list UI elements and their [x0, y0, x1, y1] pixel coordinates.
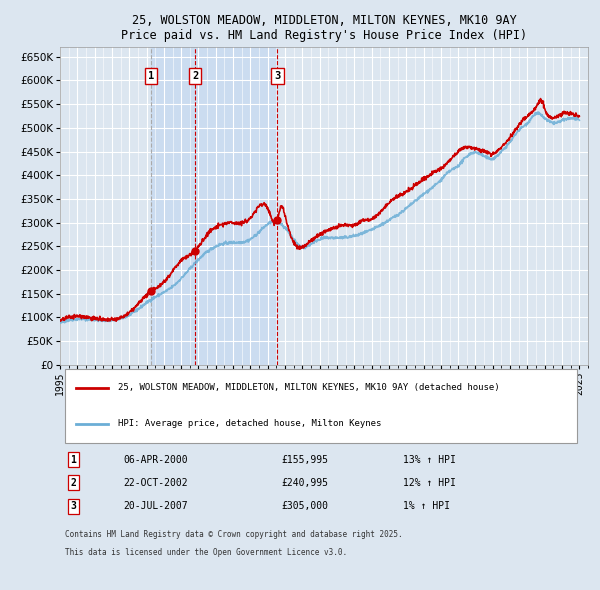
Text: 06-APR-2000: 06-APR-2000 [124, 455, 188, 465]
Text: 2: 2 [192, 71, 199, 81]
Text: Contains HM Land Registry data © Crown copyright and database right 2025.: Contains HM Land Registry data © Crown c… [65, 530, 403, 539]
Text: HPI: Average price, detached house, Milton Keynes: HPI: Average price, detached house, Milt… [118, 419, 382, 428]
Text: 1: 1 [70, 455, 76, 465]
Text: 1% ↑ HPI: 1% ↑ HPI [403, 501, 450, 511]
Text: 22-OCT-2002: 22-OCT-2002 [124, 478, 188, 488]
Text: 2: 2 [70, 478, 76, 488]
Text: 12% ↑ HPI: 12% ↑ HPI [403, 478, 456, 488]
Text: £240,995: £240,995 [282, 478, 329, 488]
Text: 13% ↑ HPI: 13% ↑ HPI [403, 455, 456, 465]
FancyBboxPatch shape [65, 369, 577, 442]
Text: 25, WOLSTON MEADOW, MIDDLETON, MILTON KEYNES, MK10 9AY (detached house): 25, WOLSTON MEADOW, MIDDLETON, MILTON KE… [118, 384, 500, 392]
Text: 3: 3 [274, 71, 280, 81]
Text: 3: 3 [70, 501, 76, 511]
Text: 1: 1 [148, 71, 154, 81]
Text: £155,995: £155,995 [282, 455, 329, 465]
Text: £305,000: £305,000 [282, 501, 329, 511]
Text: This data is licensed under the Open Government Licence v3.0.: This data is licensed under the Open Gov… [65, 548, 347, 557]
Title: 25, WOLSTON MEADOW, MIDDLETON, MILTON KEYNES, MK10 9AY
Price paid vs. HM Land Re: 25, WOLSTON MEADOW, MIDDLETON, MILTON KE… [121, 14, 527, 42]
Text: 20-JUL-2007: 20-JUL-2007 [124, 501, 188, 511]
Bar [151, 47, 277, 365]
